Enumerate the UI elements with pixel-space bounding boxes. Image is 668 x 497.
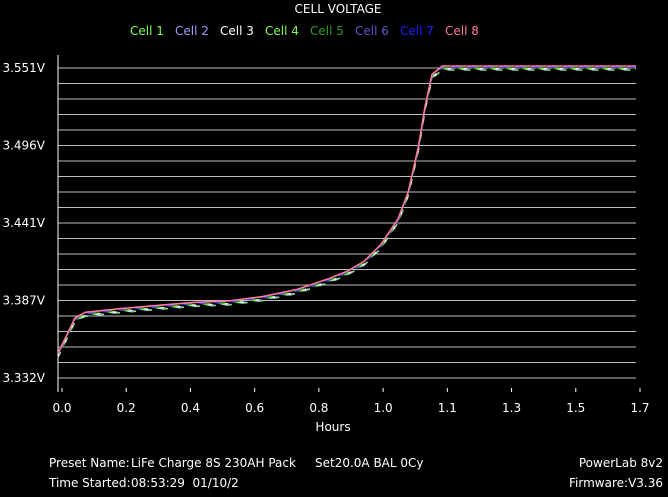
legend-entry: Cell 2 [175, 24, 209, 38]
y-tick-label: 3.387V [2, 294, 45, 308]
y-tick-label: 3.551V [2, 61, 45, 75]
charge-setting: Set20.0A BAL 0Cy [315, 456, 424, 470]
legend: Cell 1 Cell 2 Cell 3 Cell 4 Cell 5 Cell 6 Cell… [130, 24, 479, 38]
preset-value: LiFe Charge 8S 230AH Pack [131, 456, 296, 470]
x-tick-label: 1.3 [502, 401, 521, 415]
legend-entry: Cell 8 [445, 24, 479, 38]
y-tick-label: 3.496V [2, 139, 45, 153]
series-line-cell-3 [57, 68, 636, 357]
series-line-cell-7 [57, 65, 636, 355]
y-tick-label: 3.441V [2, 216, 45, 230]
series-line-cell-8 [57, 65, 636, 354]
legend-entry: Cell 5 [310, 24, 344, 38]
legend-entry: Cell 3 [220, 24, 254, 38]
x-tick-label: 0.4 [181, 401, 200, 415]
chart-title: CELL VOLTAGE [295, 2, 382, 16]
x-tick-label: 0.8 [309, 401, 328, 415]
y-tick-labels: 3.332V 3.387V 3.441V 3.496V 3.551V [2, 61, 45, 385]
time-started-label: Time Started: [49, 476, 131, 490]
x-tick-label: 1.5 [566, 401, 585, 415]
series-line-cell-4 [57, 67, 636, 356]
series-line-cell-6 [57, 66, 636, 355]
legend-entry: Cell 4 [265, 24, 299, 38]
preset-label: Preset Name: [49, 456, 130, 470]
firmware-value: V3.36 [628, 476, 663, 490]
x-axis-label: Hours [315, 420, 350, 434]
grid [58, 67, 636, 379]
x-tick-label: 0.0 [52, 401, 71, 415]
device-name: PowerLab 8v2 [578, 456, 663, 470]
x-tick-label: 0.2 [117, 401, 136, 415]
series-line-cell-2 [57, 68, 636, 358]
x-tick-label: 1.1 [438, 401, 457, 415]
firmware-label: Firmware: [569, 476, 629, 490]
legend-entry: Cell 6 [355, 24, 389, 38]
x-tick-label: 1.7 [630, 401, 649, 415]
series-line-cell-5 [57, 66, 636, 356]
legend-entry: Cell 7 [400, 24, 434, 38]
series-line-cell-1 [57, 69, 636, 358]
legend-entry: Cell 1 [130, 24, 164, 38]
x-tick-labels: 0.0 0.2 0.4 0.6 0.8 1.0 1.1 1.3 1.5 1.7 [52, 388, 650, 415]
series-lines [57, 65, 636, 358]
time-started-value: 08:53:29 01/10/2 [131, 476, 239, 490]
x-tick-label: 0.6 [245, 401, 264, 415]
x-tick-label: 1.0 [374, 401, 393, 415]
y-tick-label: 3.332V [2, 371, 45, 385]
